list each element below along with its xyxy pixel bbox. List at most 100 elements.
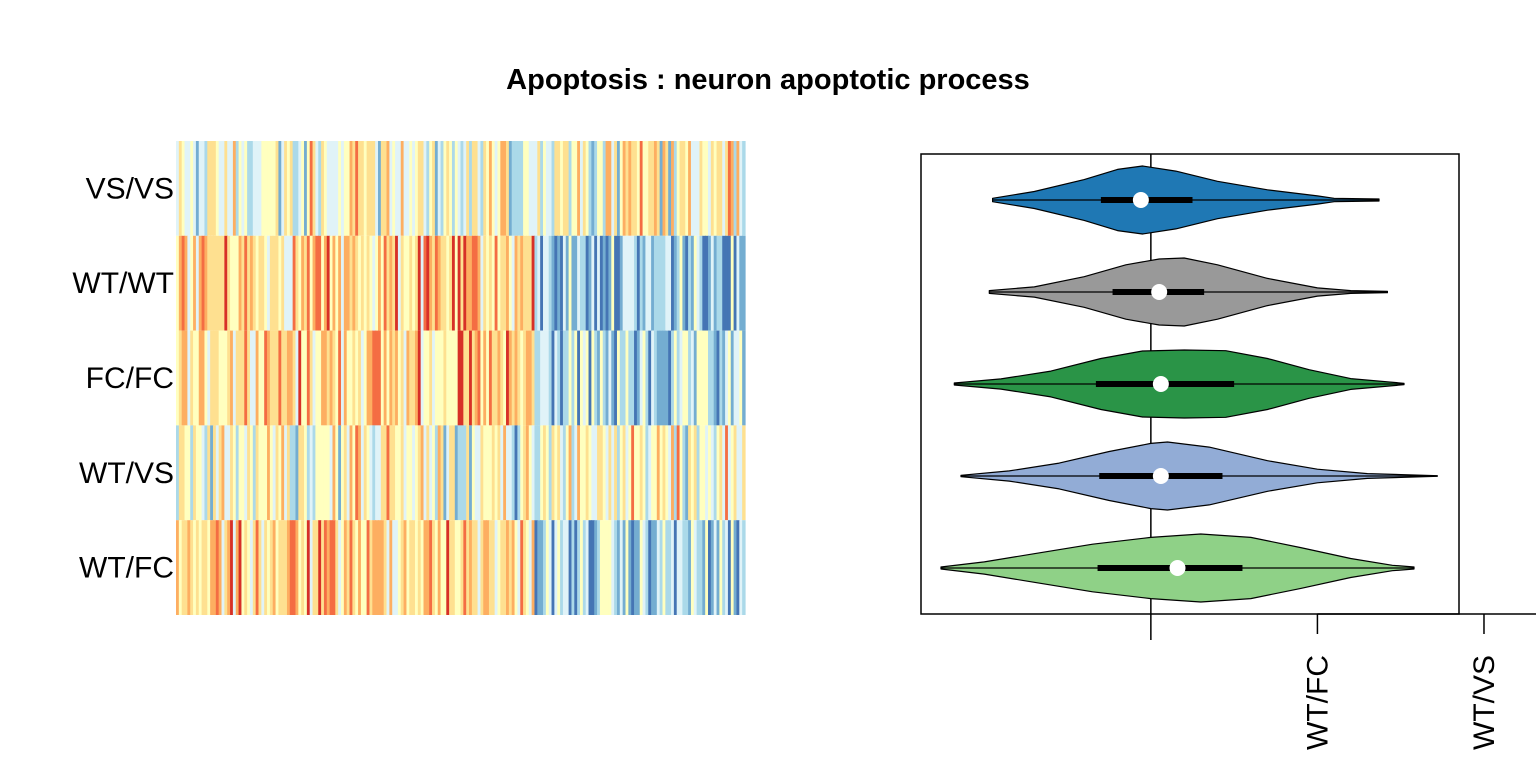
heatmap-cell [611, 141, 615, 236]
heatmap-cell [252, 520, 257, 615]
heatmap-cell [215, 330, 220, 426]
heatmap-cell [619, 330, 624, 426]
heatmap-cell [286, 330, 291, 426]
heatmap-cell [605, 520, 610, 615]
heatmap-cell [713, 520, 718, 615]
heatmap-cell [249, 425, 254, 521]
heatmap-cell [634, 235, 638, 331]
heatmap-cell [232, 425, 237, 521]
heatmap-cell [591, 520, 595, 615]
heatmap-cell [557, 235, 561, 331]
heatmap-cell [727, 330, 732, 426]
heatmap-cell [577, 330, 581, 426]
heatmap-cell [417, 330, 422, 426]
heatmap-cell [352, 235, 356, 331]
heatmap-cell [264, 330, 268, 426]
heatmap-cell [508, 141, 513, 236]
heatmap-cell [599, 235, 604, 331]
heatmap-cell [178, 235, 183, 331]
heatmap-cell [520, 141, 524, 236]
heatmap-cell [560, 141, 564, 236]
heatmap-cell [454, 235, 459, 331]
heatmap-cell [733, 141, 738, 236]
heatmap-row-labels: VS/VS WT/WT FC/FC WT/VS WT/FC [72, 172, 174, 584]
heatmap-cell [656, 520, 661, 615]
heatmap-cell [619, 520, 624, 615]
heatmap-cell [693, 330, 698, 426]
heatmap-cell [548, 520, 553, 615]
heatmap-cell [360, 330, 365, 426]
heatmap-cell [685, 520, 689, 615]
heatmap-cell [488, 141, 493, 236]
heatmap-cell [554, 141, 558, 236]
heatmap-cell [551, 235, 555, 331]
heatmap-cell [713, 330, 718, 426]
heatmap-cell [284, 330, 288, 426]
heatmap-cell [278, 330, 282, 426]
heatmap-cell [531, 330, 536, 426]
heatmap-cell [665, 520, 669, 615]
heatmap-cell [432, 235, 436, 331]
heatmap-cell [676, 330, 681, 426]
heatmap-cell [511, 425, 516, 521]
heatmap-cell [312, 520, 317, 615]
heatmap-cell [651, 141, 655, 236]
heatmap-cell [378, 520, 382, 615]
heatmap-cell [375, 235, 379, 331]
heatmap-cell [690, 425, 695, 521]
heatmap-cell [272, 141, 277, 236]
heatmap-cell [599, 425, 604, 521]
heatmap-cell [474, 520, 479, 615]
heatmap-cell [690, 330, 695, 426]
heatmap-cell [249, 520, 254, 615]
heatmap-cell [625, 330, 629, 426]
heatmap-cell [176, 330, 180, 426]
heatmap-cell [258, 141, 262, 236]
heatmap-cell [397, 520, 402, 615]
heatmap-cell [190, 330, 194, 426]
heatmap-cell [187, 141, 191, 236]
heatmap-cell [184, 330, 188, 426]
heatmap-cell [562, 330, 567, 426]
heatmap-cell [261, 330, 265, 426]
heatmap-cell [480, 141, 484, 236]
heatmap-cell [668, 141, 672, 236]
heatmap-cell [708, 520, 712, 615]
heatmap-cell [326, 425, 331, 521]
heatmap-cell [238, 330, 243, 426]
heatmap-cell [585, 235, 590, 331]
heatmap-cell [369, 235, 373, 331]
heatmap-cell [335, 141, 339, 236]
heatmap-cell [429, 425, 433, 521]
heatmap-cell [332, 235, 336, 331]
heatmap-cell [574, 141, 578, 236]
heatmap-cell [295, 330, 299, 426]
heatmap-cell [457, 520, 462, 615]
heatmap-cell [426, 425, 430, 521]
heatmap-cell [258, 425, 262, 521]
heatmap-cell [264, 141, 268, 236]
heatmap-cell [685, 141, 689, 236]
heatmap-cell [645, 520, 649, 615]
heatmap-cell [545, 141, 550, 236]
heatmap-cell [625, 141, 629, 236]
heatmap-cell [258, 235, 262, 331]
heatmap-cell [537, 425, 541, 521]
heatmap-cell [190, 520, 194, 615]
heatmap-cell [616, 330, 621, 426]
heatmap-cell [494, 520, 499, 615]
heatmap-cell [420, 141, 425, 236]
heatmap-cell [224, 141, 228, 236]
heatmap-cell [733, 330, 738, 426]
heatmap-cell [577, 425, 581, 521]
heatmap-cell [568, 235, 573, 331]
heatmap-cell [329, 520, 334, 615]
heatmap-cell [446, 330, 450, 426]
heatmap-cell [389, 425, 393, 521]
heatmap-cell [380, 425, 385, 521]
heatmap-cell [326, 330, 331, 426]
heatmap-cell [557, 141, 561, 236]
heatmap-cell [725, 425, 729, 521]
heatmap-cell [673, 235, 678, 331]
heatmap-cell [742, 141, 746, 236]
